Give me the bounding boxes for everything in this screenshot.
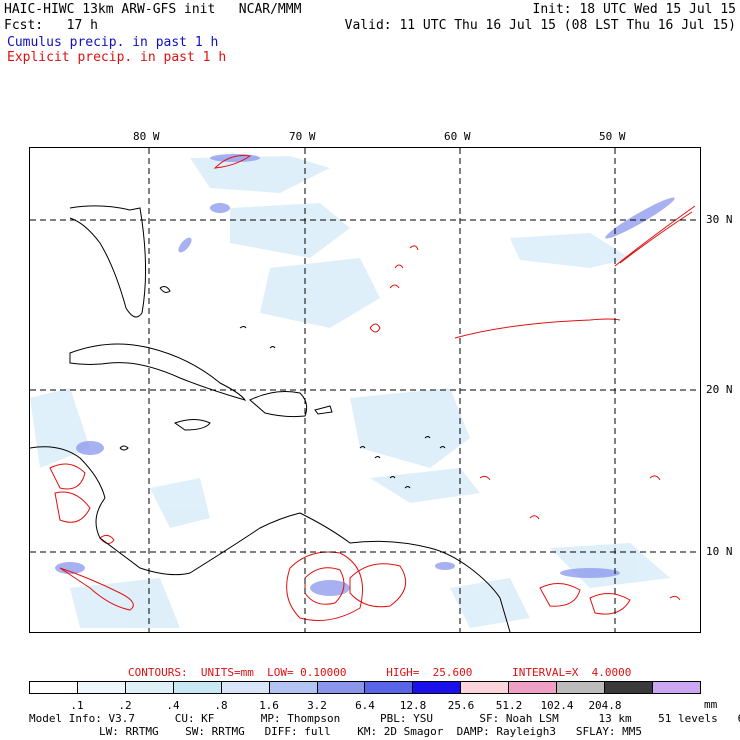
colorbar-swatch <box>365 682 414 693</box>
colorbar-tick-label: .2 <box>118 699 132 712</box>
colorbar-tick-label: .8 <box>214 699 228 712</box>
colorbar-unit: mm <box>704 698 718 711</box>
contour-info: CONTOURS: UNITS=mm LOW= 0.10000 HIGH= 25… <box>128 666 632 679</box>
colorbar-tick-label: 1.6 <box>259 699 279 712</box>
precip-map <box>29 147 701 633</box>
colorbar-swatch <box>509 682 558 693</box>
lon-label-80w: 80 W <box>133 130 160 143</box>
colorbar-tick-label: 102.4 <box>540 699 574 712</box>
model-info-line2: LW: RRTMG SW: RRTMG DIFF: full KM: 2D Sm… <box>99 725 643 738</box>
colorbar-swatch <box>605 682 653 693</box>
explicit-precip-contours <box>49 155 696 621</box>
colorbar-swatch <box>269 682 318 693</box>
colorbar-tick-label: 51.2 <box>495 699 523 712</box>
colorbar-swatch <box>413 682 462 693</box>
valid-time: Valid: 11 UTC Thu 16 Jul 15 (08 LST Thu … <box>344 18 736 33</box>
colorbar-tick-label: 25.6 <box>447 699 475 712</box>
colorbar <box>29 681 701 694</box>
colorbar-swatch <box>557 682 606 693</box>
lat-label-10n: 10 N <box>706 545 733 558</box>
colorbar-tick-label: 6.4 <box>355 699 375 712</box>
colorbar-swatch <box>221 682 270 693</box>
colorbar-swatch <box>317 682 366 693</box>
colorbar-swatch <box>173 682 222 693</box>
legend-cumulus: Cumulus precip. in past 1 h <box>7 35 219 50</box>
coastlines <box>30 205 511 632</box>
colorbar-tick-label: .1 <box>70 699 84 712</box>
colorbar-tick-label: 12.8 <box>399 699 427 712</box>
cumulus-light-areas <box>30 156 670 628</box>
lat-label-30n: 30 N <box>706 213 733 226</box>
model-info-line1: Model Info: V3.7 CU: KF MP: Thompson PBL… <box>29 712 740 725</box>
lon-label-70w: 70 W <box>289 130 316 143</box>
colorbar-swatch <box>125 682 174 693</box>
lon-label-60w: 60 W <box>444 130 471 143</box>
title-line: HAIC-HIWC 13km ARW-GFS init NCAR/MMM <box>4 2 302 17</box>
graticule <box>30 148 700 632</box>
colorbar-tick-label: 3.2 <box>307 699 327 712</box>
init-time: Init: 18 UTC Wed 15 Jul 15 <box>532 2 737 17</box>
forecast-hour: Fcst: 17 h <box>4 18 98 33</box>
colorbar-swatch <box>461 682 510 693</box>
colorbar-swatch <box>652 682 700 693</box>
map-canvas <box>30 148 700 632</box>
lat-label-20n: 20 N <box>706 383 733 396</box>
colorbar-swatch <box>77 682 126 693</box>
colorbar-tick-label: 204.8 <box>588 699 622 712</box>
legend-explicit: Explicit precip. in past 1 h <box>7 50 227 65</box>
colorbar-tick-label: .4 <box>166 699 180 712</box>
lon-label-50w: 50 W <box>599 130 626 143</box>
colorbar-swatch <box>30 682 78 693</box>
